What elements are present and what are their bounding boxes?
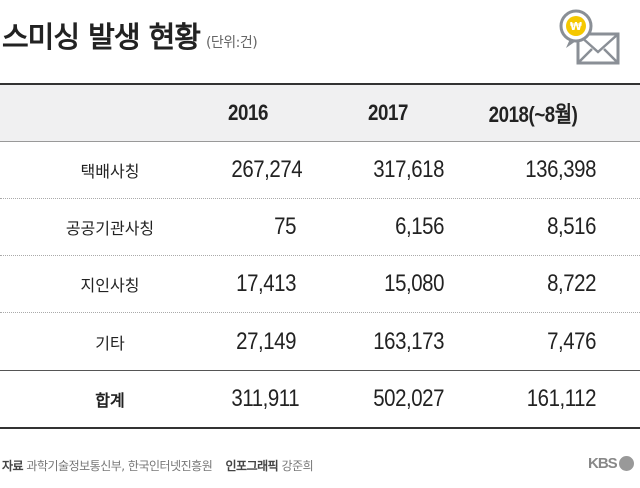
cell: 8,516 <box>547 213 596 240</box>
smishing-table: 2016 2017 2018(~8월) 택배사칭 267,274 317,618… <box>0 83 640 429</box>
total-label: 합계 <box>95 391 125 410</box>
cell: 163,173 <box>373 327 444 355</box>
graphic-label: 인포그래픽 <box>225 459 279 473</box>
graphic-credit: 강준희 <box>281 459 314 473</box>
cell: 502,027 <box>373 385 444 412</box>
cell: 15,080 <box>384 270 444 297</box>
cell: 311,911 <box>231 385 300 412</box>
source-text: 과학기술정보통신부, 한국인터넷진흥원 <box>26 459 213 473</box>
table-row: 공공기관사칭 75 6,156 8,516 <box>0 199 640 256</box>
table-header-row: 2016 2017 2018(~8월) <box>0 85 640 142</box>
cell: 27,149 <box>236 327 296 355</box>
cell: 136,398 <box>525 156 596 183</box>
page-title: 스미싱 발생 현황 (단위:건) <box>2 14 258 56</box>
row-label: 공공기관사칭 <box>65 219 155 238</box>
won-coin-envelope-icon: ₩ <box>559 9 620 65</box>
source-label: 자료 <box>2 459 24 473</box>
col-2017: 2017 <box>368 100 408 125</box>
total-row: 합계 311,911 502,027 161,112 <box>0 370 640 427</box>
cell: 8,722 <box>547 270 596 297</box>
unit-label: (단위:건) <box>205 35 258 51</box>
kbs-logo-icon <box>618 456 634 471</box>
cell: 161,112 <box>526 385 597 412</box>
table-row: 기타 27,149 163,173 7,476 <box>0 313 640 370</box>
table-row: 지인사칭 17,413 15,080 8,722 <box>0 256 640 313</box>
cell: 7,476 <box>547 327 596 355</box>
row-label: 기타 <box>95 333 125 353</box>
col-2018: 2018(~8월) <box>488 102 578 127</box>
col-2016: 2016 <box>228 100 268 125</box>
kbs-logo-text: KBS <box>588 455 618 472</box>
cell: 75 <box>274 213 296 240</box>
footer-credits: 자료 과학기술정보통신부, 한국인터넷진흥원 인포그래픽 강준희 <box>2 457 314 474</box>
table-row: 택배사칭 267,274 317,618 136,398 <box>0 142 640 199</box>
row-label: 택배사칭 <box>80 162 140 181</box>
cell: 17,413 <box>236 270 296 297</box>
title-text: 스미싱 발생 현황 <box>2 20 201 54</box>
cell: 6,156 <box>395 213 444 240</box>
row-label: 지인사칭 <box>80 276 140 295</box>
svg-text:₩: ₩ <box>570 20 582 33</box>
cell: 267,274 <box>231 156 303 183</box>
kbs-logo: KBS <box>588 455 634 472</box>
cell: 317,618 <box>373 156 444 183</box>
